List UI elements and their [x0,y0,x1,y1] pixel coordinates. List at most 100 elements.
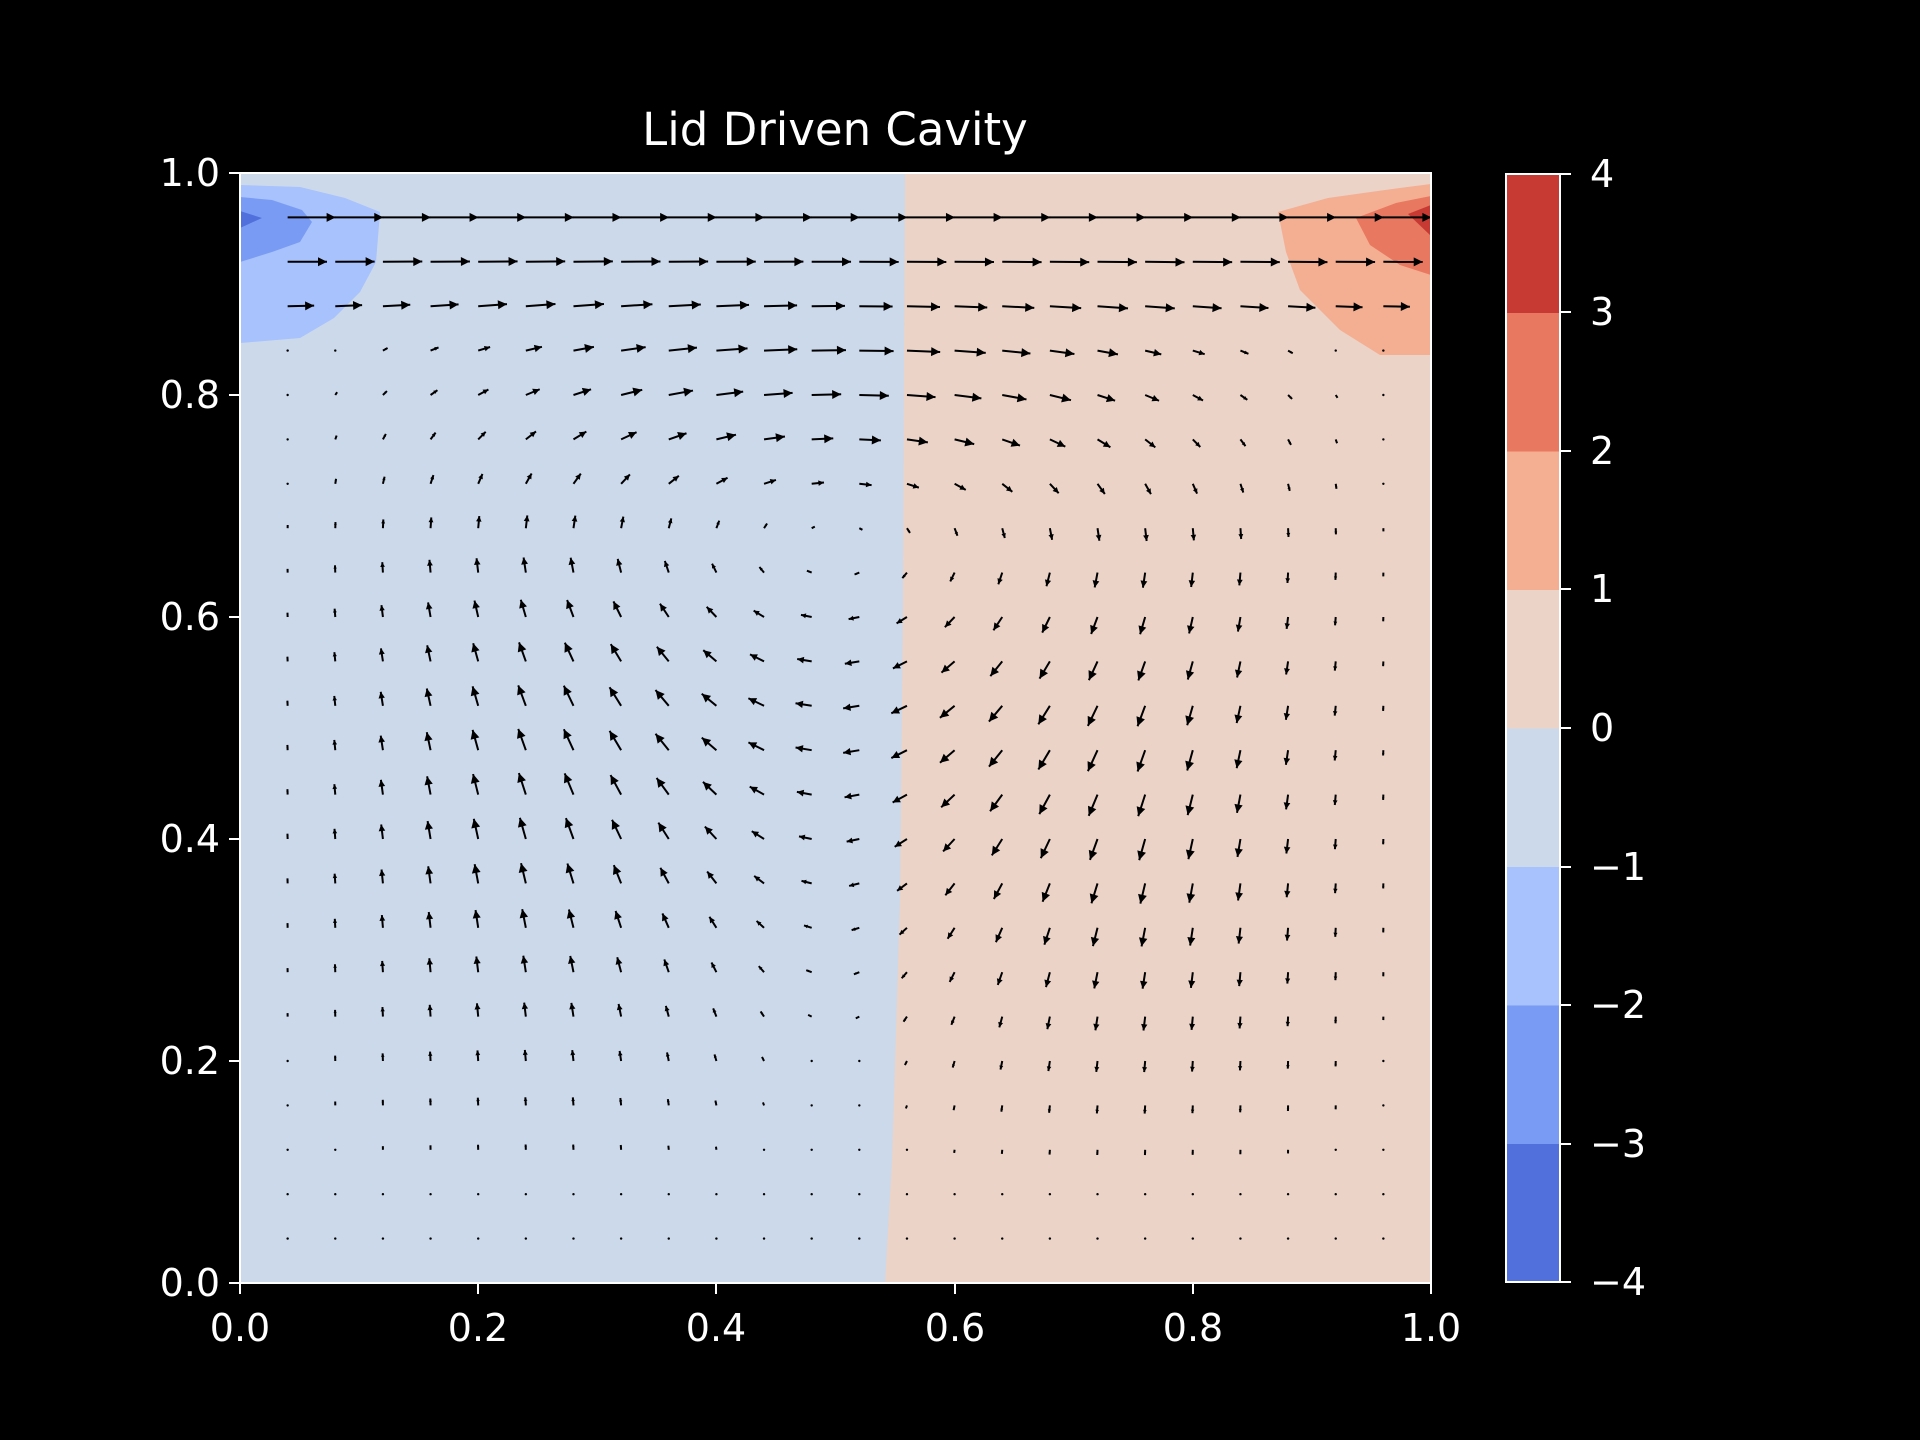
x-tick-label: 1.0 [1401,1306,1461,1350]
quiver-arrow [619,1193,623,1196]
quiver-arrow [858,1237,861,1240]
quiver-arrow [939,749,956,764]
quiver-arrow [708,916,718,929]
quiver-arrow [334,1148,337,1152]
quiver-arrow [859,212,908,222]
quiver-arrow [1334,439,1339,444]
quiver-arrow [668,212,717,222]
quiver-arrow [1145,303,1175,313]
quiver-arrow [332,873,338,884]
quiver-arrow [905,1148,909,1152]
quiver-arrow [1285,972,1291,984]
quiver-arrow [795,745,812,753]
quiver-arrow [1382,616,1385,622]
quiver-arrow [668,387,694,397]
quiver-arrow [762,1193,766,1196]
quiver-arrow [477,473,484,485]
quiver-arrow [948,971,956,983]
quiver-arrow [1143,1237,1147,1240]
quiver-arrow [706,870,718,885]
quiver-arrow [517,772,527,795]
quiver-arrow [1090,927,1100,947]
quiver-arrow [668,432,687,441]
quiver-arrow [612,600,623,618]
quiver-arrow [954,212,1003,222]
quiver-arrow [429,1193,432,1196]
colorbar: −4 −3 −2 −1 0 0 1 2 3 4 [1505,152,1646,1304]
quiver-arrow [1047,1105,1052,1113]
quiver-arrow [1001,438,1021,447]
quiver-arrow [859,481,872,488]
quiver-arrow [892,660,908,670]
quiver-arrow [476,515,482,529]
quiver-arrow [940,660,956,674]
colorbar-tick-label: 4 [1590,152,1614,196]
quiver-arrow [1382,838,1385,845]
quiver-arrow [525,344,543,353]
quiver-arrow [906,527,911,534]
contour-band-0-1 [885,173,1431,1283]
quiver-arrow [1288,257,1328,267]
quiver-arrow [1097,394,1116,403]
quiver-arrow [704,825,718,840]
quiver-arrow [332,652,337,662]
quiver-arrow [568,557,576,573]
quiver-arrow [568,955,576,973]
quiver-arrow [944,882,956,896]
quiver-arrow [1192,394,1204,402]
quiver-arrow [1093,1016,1100,1031]
quiver-arrow [519,908,529,928]
quiver-arrow [429,1145,432,1150]
quiver-arrow [1333,616,1338,626]
quiver-arrow [1235,616,1243,632]
quiver-arrow [1043,927,1051,945]
quiver-arrow [426,911,434,928]
quiver-arrow [1000,1149,1004,1154]
quiver-arrow [287,257,328,267]
quiver-arrow [1144,438,1156,449]
quiver-arrow [381,1053,385,1062]
quiver-arrow [701,692,718,707]
quiver-arrow [1186,883,1196,903]
quiver-arrow [668,257,709,267]
quiver-arrow [1145,257,1185,267]
quiver-arrow [1287,349,1294,355]
quiver-arrow [334,478,338,484]
colorbar-tick-label: −3 [1590,1122,1646,1166]
quiver-arrow [1382,1237,1385,1240]
quiver-arrow [665,1052,670,1062]
quiver-arrow [286,568,289,573]
quiver-arrow [286,656,289,662]
quiver-arrow [1039,838,1051,859]
quiver-arrow [1087,794,1099,817]
quiver-arrow [429,432,437,440]
quiver-arrow [382,390,388,396]
y-tick-label: 0.6 [160,595,220,639]
quiver-arrow [702,781,718,796]
quiver-arrow [571,1097,575,1106]
quiver-arrow [1238,528,1244,540]
quiver-arrow [429,474,435,485]
quiver-arrow [858,1059,861,1063]
quiver-arrow [424,776,433,795]
quiver-arrow [1097,257,1137,267]
quiver-arrow [572,430,587,441]
quiver-arrow [1037,705,1051,725]
quiver-arrow [471,818,481,840]
quiver-arrow [1096,1237,1099,1240]
quiver-arrow [906,436,929,446]
quiver-arrow [811,389,842,399]
quiver-arrow [988,749,1004,768]
quiver-arrow [1234,794,1243,814]
quiver-arrow [1239,1237,1242,1240]
quiver-arrow [906,347,941,357]
quiver-arrow [1144,483,1152,495]
quiver-arrow [430,257,470,267]
quiver-arrow [520,955,529,973]
plot-area [239,172,1432,1284]
quiver-arrow [1192,438,1201,448]
colorbar-swatch [1506,1005,1560,1144]
quiver-arrow [949,572,956,582]
quiver-arrow [1335,302,1363,312]
colorbar-swatch [1506,451,1560,590]
